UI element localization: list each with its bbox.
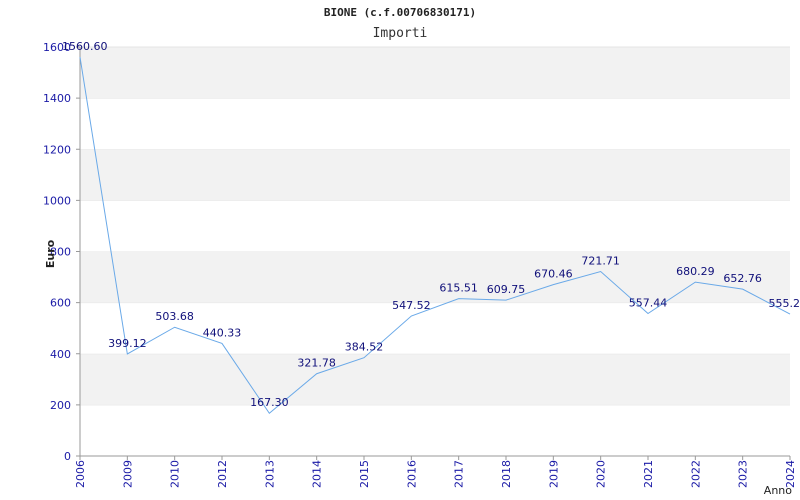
y-tick-label: 0 xyxy=(64,450,71,463)
y-tick-label: 1600 xyxy=(43,41,71,54)
grid-band xyxy=(80,302,790,354)
grid-band xyxy=(80,200,790,252)
data-label: 609.75 xyxy=(487,283,526,296)
x-tick-labels: 2006 2009 2010 2012 2013 2014 2015 2016 2017 2018… xyxy=(74,460,797,488)
data-label: 652.76 xyxy=(723,272,762,285)
series-line-group xyxy=(79,56,791,414)
x-tick-label: 2012 xyxy=(216,460,229,488)
data-label: 503.68 xyxy=(155,310,194,323)
x-tick-label: 2022 xyxy=(689,460,702,488)
y-tick-label: 200 xyxy=(50,399,71,412)
data-label: 721.71 xyxy=(581,255,620,268)
data-label: 547.52 xyxy=(392,299,431,312)
data-label: 680.29 xyxy=(676,265,715,278)
x-tick-label: 2015 xyxy=(358,460,371,488)
data-label: 1560.60 xyxy=(62,40,108,53)
grid-band xyxy=(80,353,790,405)
x-tick-label: 2018 xyxy=(500,460,513,488)
data-labels: 1560.60 399.12 503.68 440.33 167.30 321.78 384… xyxy=(62,40,800,409)
series-line xyxy=(79,56,791,414)
y-tick-label: 1400 xyxy=(43,92,71,105)
x-axis-label: Anno xyxy=(764,484,792,497)
x-tick-label: 2021 xyxy=(642,460,655,488)
grid-band xyxy=(80,404,790,456)
data-label: 321.78 xyxy=(297,357,336,370)
x-tick-label: 2020 xyxy=(595,460,608,488)
x-tick-label: 2024 xyxy=(784,460,797,488)
data-label: 384.52 xyxy=(345,341,384,354)
x-tick-label: 2006 xyxy=(74,460,87,488)
grid-band xyxy=(80,47,790,99)
y-tick-label: 400 xyxy=(50,348,71,361)
x-tick-label: 2013 xyxy=(263,460,276,488)
x-tick-label: 2016 xyxy=(405,460,418,488)
x-tick-label: 2009 xyxy=(121,460,134,488)
x-tick-label: 2019 xyxy=(547,460,560,488)
y-tick-label: 1000 xyxy=(43,194,71,207)
data-label: 167.30 xyxy=(250,396,289,409)
x-tick-label: 2023 xyxy=(737,460,750,488)
y-tick-label: 600 xyxy=(50,297,71,310)
y-tick-label: 1200 xyxy=(43,143,71,156)
data-label: 440.33 xyxy=(203,326,242,339)
x-tick-label: 2014 xyxy=(311,460,324,488)
data-label: 557.44 xyxy=(629,297,668,310)
y-tick-labels: 0 200 400 600 800 1000 1200 1400 1600 xyxy=(43,41,71,463)
y-tick-label: 800 xyxy=(50,246,71,259)
data-label: 615.51 xyxy=(439,282,478,295)
grid-bands xyxy=(80,46,790,456)
grid-band xyxy=(80,251,790,303)
x-tick-label: 2010 xyxy=(169,460,182,488)
x-tick-label: 2017 xyxy=(453,460,466,488)
data-label: 399.12 xyxy=(108,337,147,350)
chart-title: BIONE (c.f.00706830171) xyxy=(323,6,477,19)
data-label: 670.46 xyxy=(534,268,573,281)
chart-subtitle: Importi xyxy=(372,26,428,41)
axes xyxy=(76,46,791,460)
y-axis-label: Euro xyxy=(44,239,57,268)
grid-band xyxy=(80,98,790,150)
data-label: 555.2 xyxy=(769,297,800,310)
grid-band xyxy=(80,149,790,201)
